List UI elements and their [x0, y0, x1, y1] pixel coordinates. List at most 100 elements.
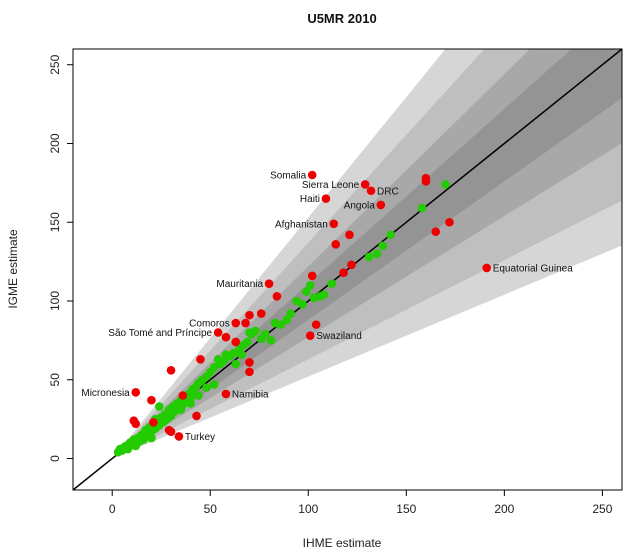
y-axis-title: IGME estimate [6, 229, 20, 309]
point-inside [245, 328, 254, 337]
point-inside [441, 180, 450, 189]
point-inside [286, 309, 295, 318]
point-outside [347, 260, 356, 270]
point-inside [305, 280, 315, 290]
point-outside [421, 177, 431, 186]
point-outside [311, 320, 321, 329]
point-outside [213, 328, 223, 337]
point-inside [154, 402, 164, 411]
point-inside [243, 337, 252, 347]
point-inside [282, 315, 292, 325]
point-label: Haiti [300, 194, 320, 205]
point-inside [327, 279, 337, 288]
point-inside [194, 391, 203, 400]
y-tick-label: 50 [48, 373, 62, 387]
x-tick-label: 200 [494, 502, 514, 516]
point-outside [307, 271, 317, 281]
x-tick-label: 100 [298, 502, 318, 516]
y-tick-label: 150 [48, 212, 62, 232]
point-label: Sierra Leone [302, 180, 360, 191]
point-inside [176, 405, 186, 414]
point-label: Micronesia [81, 388, 130, 399]
point-outside [339, 268, 348, 277]
point-outside [221, 332, 231, 342]
point-outside [196, 354, 205, 364]
point-outside [366, 186, 376, 196]
point-outside [445, 217, 454, 227]
x-axis: 0 50 100 150 200 250 [109, 490, 613, 516]
point-inside [231, 359, 241, 369]
point-label: Turkey [185, 432, 215, 443]
plot-frame [72, 48, 623, 491]
chart-title: U5MR 2010 [307, 11, 376, 26]
x-tick-label: 0 [109, 502, 116, 516]
point-outside [329, 219, 339, 229]
y-axis: 0 50 100 150 200 250 [48, 54, 73, 462]
point-inside [319, 290, 329, 300]
point-label: DRC [377, 186, 399, 197]
point-inside [364, 252, 374, 262]
point-inside [276, 320, 286, 329]
point-label: Comoros [189, 319, 230, 330]
point-outside [131, 388, 141, 397]
point-outside [431, 227, 441, 236]
point-label: Angola [344, 200, 376, 211]
point-outside [166, 427, 176, 437]
point-outside [256, 309, 266, 318]
point-inside [386, 230, 395, 240]
point-inside [202, 383, 211, 392]
point-inside [213, 354, 223, 364]
y-tick-label: 0 [48, 455, 62, 462]
point-outside [360, 180, 370, 189]
point-outside [192, 411, 201, 421]
point-outside [178, 391, 188, 400]
x-tick-label: 50 [204, 502, 218, 516]
point-label: Namibia [232, 389, 269, 400]
point-outside [331, 240, 341, 249]
y-tick-label: 250 [48, 54, 62, 74]
point-outside [174, 432, 184, 441]
point-outside [147, 395, 156, 405]
point-label: São Tomé and Príncipe [108, 328, 212, 339]
x-tick-label: 250 [592, 502, 612, 516]
point-inside [209, 380, 219, 389]
point-inside [298, 299, 307, 309]
point-outside [245, 310, 254, 320]
point-inside [266, 336, 276, 345]
y-tick-label: 200 [48, 133, 62, 153]
point-outside [241, 318, 250, 328]
point-outside [221, 389, 231, 399]
point-outside [245, 358, 254, 367]
data-points [113, 170, 492, 457]
point-outside [131, 419, 141, 429]
point-inside [166, 406, 176, 416]
point-outside [166, 366, 176, 375]
point-outside [305, 331, 315, 340]
point-outside [321, 194, 331, 203]
point-outside [231, 337, 241, 347]
y-tick-label: 100 [48, 291, 62, 311]
point-outside [264, 279, 274, 288]
point-outside [231, 318, 241, 328]
point-label: Somalia [270, 171, 307, 182]
point-outside [482, 263, 492, 273]
point-inside [372, 249, 382, 259]
point-outside [149, 417, 158, 427]
point-label: Equatorial Guinea [493, 263, 573, 274]
point-inside [417, 203, 427, 213]
point-outside [272, 291, 282, 301]
point-inside [378, 241, 388, 251]
point-inside [221, 350, 231, 359]
x-axis-title: IHME estimate [303, 536, 382, 550]
point-label: Afghanistan [275, 219, 328, 230]
point-outside [376, 200, 386, 210]
point-outside [245, 367, 254, 377]
x-tick-label: 150 [396, 502, 416, 516]
point-inside [229, 348, 239, 358]
point-inside [147, 433, 156, 443]
point-outside [307, 170, 317, 180]
point-outside [345, 230, 354, 240]
point-inside [260, 329, 270, 339]
